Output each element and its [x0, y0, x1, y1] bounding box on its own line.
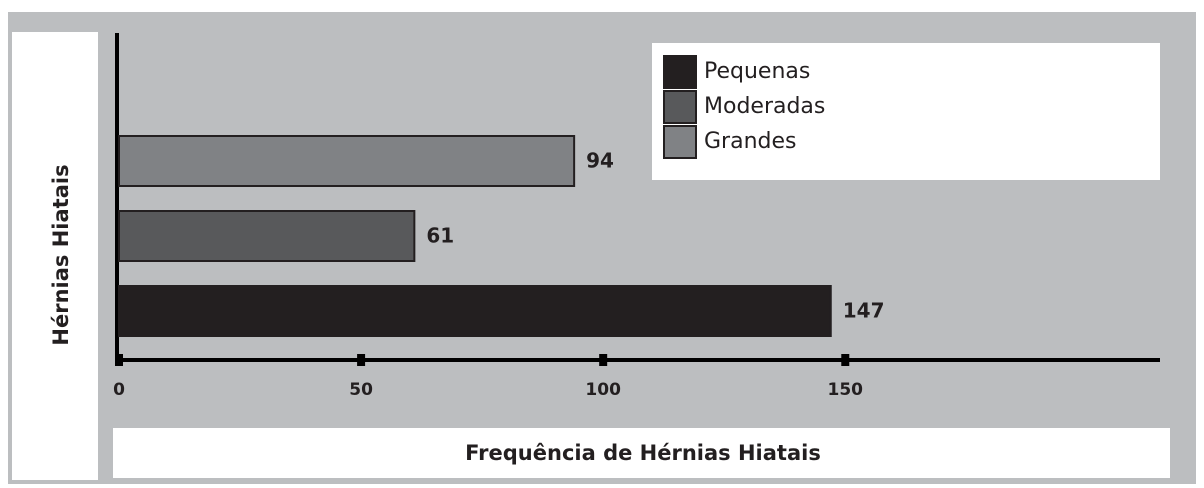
x-tick	[115, 354, 123, 366]
x-tick-label: 50	[349, 380, 373, 400]
bar	[118, 135, 576, 187]
x-axis-title: Frequência de Hérnias Hiatais	[465, 441, 821, 465]
x-tick	[599, 354, 608, 366]
legend-label: Moderadas	[704, 94, 825, 119]
x-tick-label: 0	[113, 380, 125, 400]
legend-swatch	[663, 90, 697, 124]
bar	[118, 285, 832, 337]
y-axis-title: Hérnias Hiatais	[49, 164, 73, 345]
legend	[652, 43, 1160, 180]
bar	[118, 210, 416, 262]
legend-swatch	[663, 55, 697, 89]
legend-label: Grandes	[704, 129, 796, 154]
legend-label: Pequenas	[704, 59, 810, 84]
value-label: 147	[843, 299, 885, 323]
y-label-panel	[12, 32, 98, 480]
x-tick-label: 150	[828, 380, 864, 400]
x-tick-label: 100	[585, 380, 621, 400]
x-label-panel	[113, 428, 1170, 478]
value-label: 61	[426, 224, 454, 248]
value-label: 94	[586, 149, 614, 173]
x-tick	[357, 354, 366, 366]
legend-swatch	[663, 125, 697, 159]
x-tick	[841, 354, 850, 366]
